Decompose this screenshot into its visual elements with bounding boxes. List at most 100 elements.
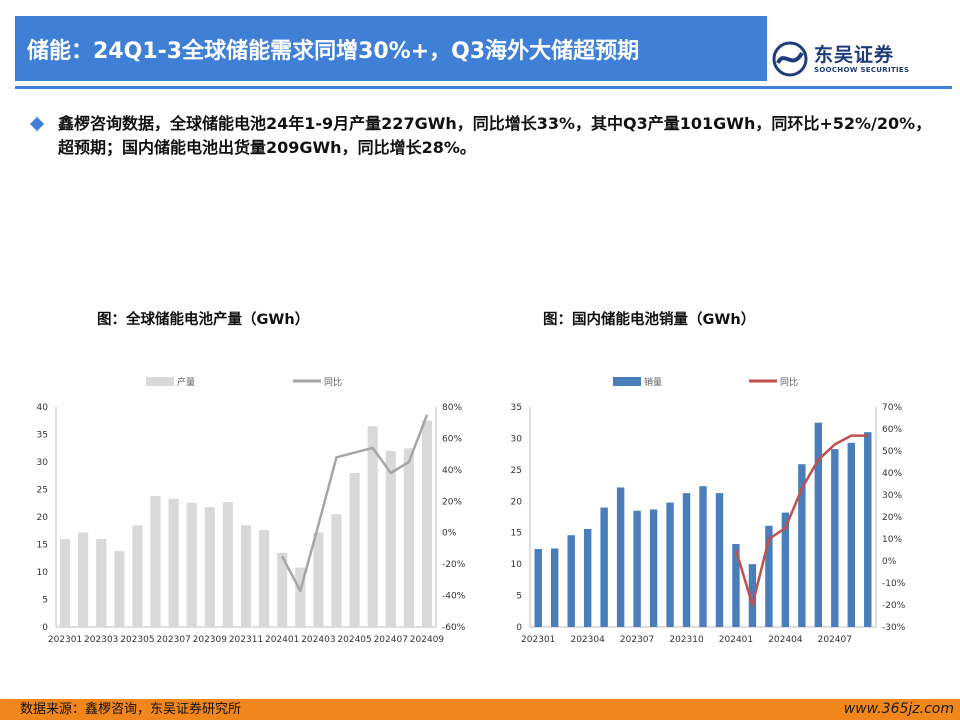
y-left-tick-label: 30	[37, 458, 49, 468]
bar-202407	[831, 449, 839, 627]
legend-line-label: 同比	[780, 376, 798, 388]
x-tick-label: 202301	[48, 635, 82, 645]
bar-202405	[349, 473, 360, 627]
bar-202311	[699, 486, 707, 627]
bar-202404	[781, 512, 790, 627]
y-right-tick-label: 20%	[882, 513, 902, 523]
y-right-tick-label: 60%	[882, 425, 902, 435]
x-tick-label: 202307	[156, 635, 190, 645]
y-left-tick-label: 5	[516, 592, 522, 602]
slide-title-bar: 储能：24Q1-3全球储能需求同增30%+，Q3海外大储超预期	[15, 16, 767, 81]
y-left-tick-label: 0	[516, 623, 522, 633]
y-right-tick-label: 70%	[882, 403, 902, 413]
bar-202404	[331, 514, 342, 627]
bullet-point: 鑫椤咨询数据，全球储能电池24年1-9月产量227GWh，同比增长33%，其中Q…	[28, 112, 938, 160]
bar-202307	[168, 498, 179, 627]
bar-202307	[633, 510, 641, 627]
bar-202312	[715, 493, 724, 627]
y-left-tick-label: 35	[511, 403, 522, 413]
y-left-tick-label: 10	[511, 560, 523, 570]
yoy-line	[281, 414, 429, 593]
bar-202312	[259, 530, 270, 627]
y-right-tick-label: 60%	[442, 434, 462, 444]
global-production-chart: 产量 同比 0 5 10 15 20 25 30 35 40 -60% -40% -20% 0% 20% 40%…	[37, 376, 466, 645]
chart-legend: 销量 同比	[613, 376, 798, 388]
bar-202408	[847, 442, 855, 627]
bar-202301	[59, 539, 71, 627]
y-right-tick-label: 0%	[442, 529, 457, 539]
y-left-tick-label: 25	[37, 486, 48, 496]
bar-202303	[96, 539, 107, 627]
x-tick-label: 202403	[301, 635, 335, 645]
header-divider	[15, 86, 952, 89]
brand-name-en: SOOCHOW SECURITIES	[814, 65, 910, 74]
x-tick-label: 202407	[818, 635, 852, 645]
bar-202301	[534, 549, 542, 627]
chart-legend: 产量 同比	[146, 376, 342, 388]
yoy-line	[734, 434, 868, 607]
x-tick-label: 202301	[521, 635, 555, 645]
x-tick-label: 202401	[719, 635, 753, 645]
y-left-tick-label: 25	[511, 466, 522, 476]
bar-202303	[567, 535, 575, 627]
bar-202407	[385, 451, 396, 627]
soochow-logo-icon	[772, 41, 808, 77]
y-left-tick-label: 40	[37, 403, 49, 413]
legend-bar-swatch	[146, 377, 174, 386]
bar-202308	[649, 509, 658, 627]
bar-202401	[732, 544, 740, 627]
bar-202302	[78, 532, 89, 627]
x-tick-label: 202309	[193, 635, 228, 645]
y-right-tick-label: 80%	[442, 403, 462, 413]
bar-202405	[798, 464, 806, 627]
x-tick-label: 202404	[768, 635, 803, 645]
right-figure-title: 图：国内储能电池销量（GWh）	[543, 312, 756, 328]
bar-202402	[748, 564, 757, 627]
bar-202310	[222, 502, 233, 627]
x-tick-label: 202409	[410, 635, 445, 645]
bar-202311	[240, 525, 252, 627]
bullet-text: 鑫椤咨询数据，全球储能电池24年1-9月产量227GWh，同比增长33%，其中Q…	[58, 114, 932, 157]
bar-202302	[551, 548, 559, 627]
bar-202305	[132, 525, 143, 627]
footer-bar: 数据来源：鑫椤咨询，东吴证券研究所 www.365jz.com	[0, 699, 960, 720]
legend-bar-swatch	[613, 377, 641, 386]
x-tick-label: 202305	[120, 635, 154, 645]
bar-202309	[666, 502, 674, 627]
bar-202309	[204, 507, 215, 627]
bar-202306	[150, 496, 161, 627]
x-tick-label: 202407	[374, 635, 408, 645]
y-right-tick-label: -40%	[442, 592, 466, 602]
legend-bar-label: 产量	[177, 376, 195, 388]
brand-logo: 东吴证券 SOOCHOW SECURITIES	[772, 38, 952, 80]
y-right-tick-label: 30%	[882, 491, 902, 501]
domestic-sales-chart: 销量 同比 0 5 10 15 20 25 30 35 -30% -20% -10% 0% 10% 20% 30…	[511, 376, 906, 645]
legend-line-label: 同比	[324, 376, 342, 388]
y-right-tick-label: -10%	[882, 579, 906, 589]
x-tick-label: 202303	[84, 635, 118, 645]
bar-202403	[765, 525, 773, 627]
bar-202403	[313, 532, 324, 627]
y-right-tick-label: -30%	[882, 623, 906, 633]
legend-bar-label: 销量	[644, 376, 662, 388]
y-right-tick-label: 0%	[882, 557, 897, 567]
y-left-tick-label: 30	[511, 434, 523, 444]
diamond-bullet-icon	[29, 116, 45, 132]
x-tick-label: 202405	[337, 635, 371, 645]
y-right-tick-label: -20%	[442, 560, 466, 570]
y-left-tick-label: 15	[511, 529, 522, 539]
bar-202308	[186, 502, 197, 627]
bar-202408	[403, 448, 414, 627]
y-right-tick-label: 40%	[882, 469, 902, 479]
y-right-tick-label: 50%	[882, 447, 902, 457]
x-tick-label: 202401	[265, 635, 299, 645]
y-left-tick-label: 0	[42, 623, 48, 633]
y-right-tick-label: 20%	[442, 497, 462, 507]
bar-202409	[864, 432, 872, 627]
y-left-tick-label: 10	[37, 568, 49, 578]
y-left-tick-label: 5	[42, 596, 48, 606]
data-source: 数据来源：鑫椤咨询，东吴证券研究所	[20, 702, 242, 717]
left-figure-title: 图：全球储能电池产量（GWh）	[97, 312, 310, 328]
x-tick-label: 202304	[570, 635, 605, 645]
y-left-tick-label: 15	[37, 541, 48, 551]
